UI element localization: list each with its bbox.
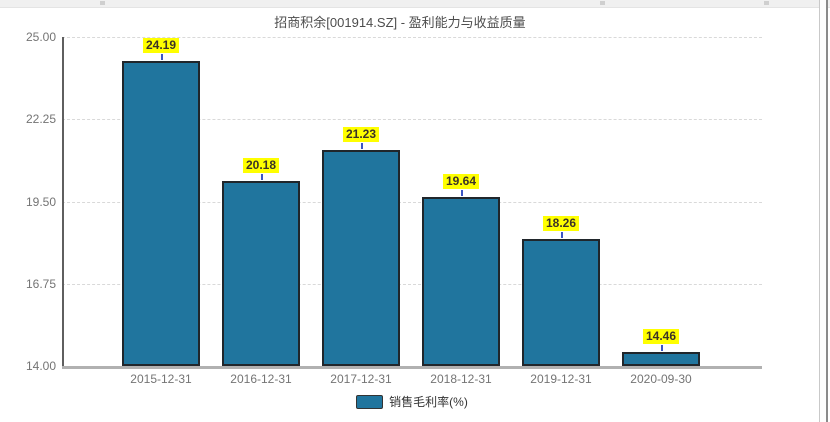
strip-mark [100, 1, 105, 5]
bar-2018-12-31[interactable] [422, 197, 500, 366]
y-gridline [62, 119, 762, 121]
y-gridline [62, 37, 762, 38]
value-label-connector [461, 190, 463, 197]
bar-2019-12-31[interactable] [522, 238, 600, 366]
x-axis-tick-label: 2015-12-31 [130, 372, 192, 386]
value-label-connector [361, 142, 363, 149]
bar-value-label: 21.23 [342, 126, 380, 142]
x-axis-line [62, 366, 762, 369]
strip-mark [600, 1, 605, 5]
value-label-connector [161, 54, 163, 61]
bar-2015-12-31[interactable] [122, 61, 200, 366]
legend-item-gross-margin[interactable]: 销售毛利率(%) [62, 393, 762, 410]
x-axis-tick-label: 2018-12-31 [430, 372, 492, 386]
y-axis-tick-label: 22.25 [25, 112, 56, 127]
bar-value-label: 18.26 [542, 215, 580, 231]
y-gridline [62, 201, 762, 203]
strip-mark [764, 1, 769, 5]
x-axis-tick-label: 2016-12-31 [230, 372, 292, 386]
x-axis-tick-label: 2017-12-31 [330, 372, 392, 386]
value-label-connector [661, 345, 663, 352]
bar-value-label: 19.64 [442, 174, 480, 190]
bar-value-label: 20.18 [242, 158, 280, 174]
legend-swatch-icon [356, 394, 384, 409]
y-axis-tick-label: 16.75 [25, 276, 56, 291]
window-top-strip [0, 0, 830, 8]
x-axis-tick-label: 2020-09-30 [630, 372, 692, 386]
y-axis-tick-label: 25.00 [25, 30, 56, 44]
legend-label: 销售毛利率(%) [389, 395, 468, 409]
y-axis-tick-label: 19.50 [25, 194, 56, 209]
y-gridline [62, 283, 762, 285]
bar-value-label: 14.46 [642, 329, 680, 345]
vertical-scrollbar[interactable] [819, 0, 828, 422]
y-axis-tick-label: 14.00 [25, 359, 56, 373]
bar-2017-12-31[interactable] [322, 149, 400, 366]
bar-value-label: 24.19 [142, 38, 180, 54]
x-axis-tick-label: 2019-12-31 [530, 372, 592, 386]
bar-2020-09-30[interactable] [622, 352, 700, 366]
value-label-connector [561, 231, 563, 238]
y-axis-line [62, 37, 64, 366]
bar-2016-12-31[interactable] [222, 181, 300, 366]
chart-title: 招商积余[001914.SZ] - 盈利能力与收益质量 [274, 15, 526, 30]
value-label-connector [261, 174, 263, 181]
